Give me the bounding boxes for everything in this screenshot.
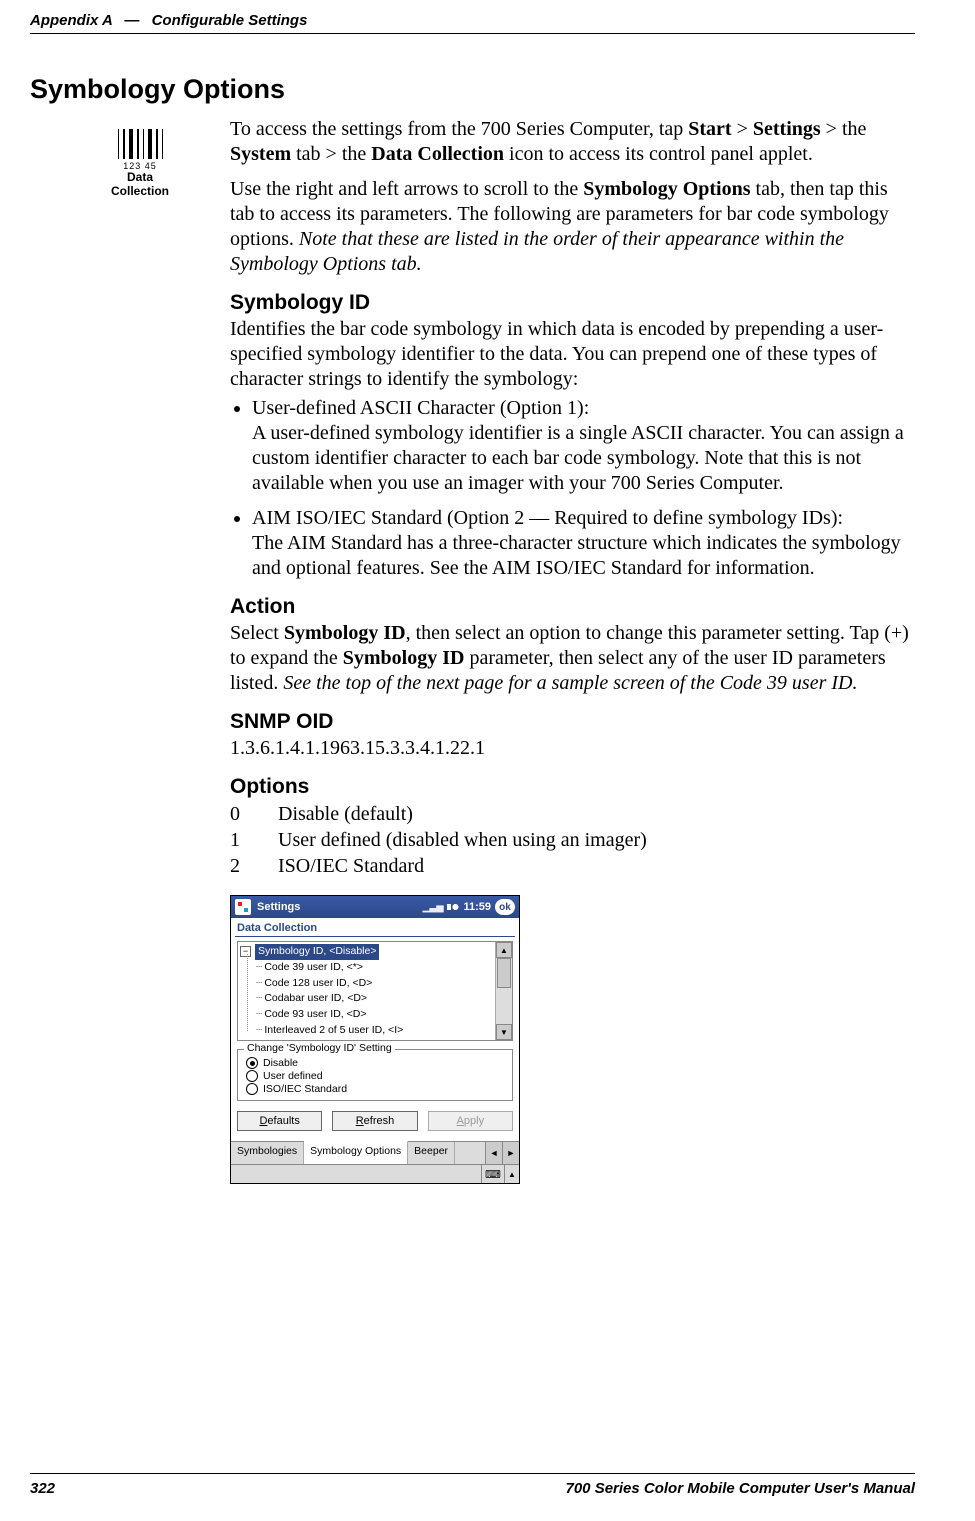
pda-divider	[235, 936, 515, 937]
appendix-label: Appendix A	[30, 12, 112, 29]
button-row: Defaults Refresh Apply	[231, 1107, 519, 1141]
options-heading: Options	[230, 775, 915, 799]
setting-groupbox: Change 'Symbology ID' Setting Disable Us…	[237, 1049, 513, 1101]
head-rule	[30, 33, 915, 34]
speaker-icon[interactable]	[447, 901, 459, 913]
radio-isoiec[interactable]: ISO/IEC Standard	[246, 1083, 504, 1095]
vertical-scrollbar[interactable]: ▲ ▼	[495, 942, 512, 1040]
tree-content[interactable]: − Symbology ID, <Disable> ┄Code 39 user …	[238, 942, 495, 1040]
tab-scroll: ◄ ►	[485, 1142, 519, 1164]
sip-bar: ⌨ ▲	[231, 1164, 519, 1183]
tree-view: − Symbology ID, <Disable> ┄Code 39 user …	[237, 941, 513, 1041]
snmp-value: 1.3.6.1.4.1.1963.15.3.3.4.1.22.1	[230, 736, 915, 761]
ok-button[interactable]: ok	[495, 899, 515, 915]
radio-user-defined[interactable]: User defined	[246, 1070, 504, 1082]
page-footer: 322 700 Series Color Mobile Computer Use…	[30, 1473, 915, 1497]
action-para: Select Symbology ID, then select an opti…	[230, 621, 915, 696]
page-number: 322	[30, 1480, 55, 1497]
keyboard-icon[interactable]: ⌨	[481, 1165, 504, 1183]
options-table: 0 Disable (default) 1 User defined (disa…	[230, 801, 915, 879]
clock: 11:59	[463, 901, 491, 913]
icon-label-1: Data	[100, 171, 180, 185]
barcode-icon	[113, 125, 167, 159]
tree-item[interactable]: ┄Code 93 user ID, <D>	[256, 1007, 495, 1023]
pda-subtitle: Data Collection	[231, 918, 519, 936]
tab-scroll-right[interactable]: ►	[502, 1142, 519, 1164]
snmp-heading: SNMP OID	[230, 710, 915, 734]
defaults-button[interactable]: Defaults	[237, 1111, 322, 1131]
symbology-id-heading: Symbology ID	[230, 291, 915, 315]
pda-screenshot: Settings ▁▃▅ 11:59 ok Data Collection − …	[230, 895, 520, 1184]
option-row-2: 2 ISO/IEC Standard	[230, 853, 915, 879]
tree-item[interactable]: ┄Code 128 user ID, <D>	[256, 976, 495, 992]
symbology-id-para: Identifies the bar code symbology in whi…	[230, 317, 915, 392]
scroll-up-button[interactable]: ▲	[496, 942, 512, 958]
page-title: Symbology Options	[30, 74, 915, 105]
radio-disable[interactable]: Disable	[246, 1057, 504, 1069]
sip-up-icon[interactable]: ▲	[504, 1165, 519, 1183]
manual-title: 700 Series Color Mobile Computer User's …	[566, 1480, 916, 1497]
radio-icon[interactable]	[246, 1083, 258, 1095]
tree-item[interactable]: ┄Code 39 user ID, <*>	[256, 960, 495, 976]
tree-root-label[interactable]: Symbology ID, <Disable>	[255, 944, 379, 960]
bullet-aim-standard: AIM ISO/IEC Standard (Option 2 — Require…	[252, 506, 915, 581]
scroll-down-button[interactable]: ▼	[496, 1024, 512, 1040]
pda-title: Settings	[257, 901, 300, 913]
tab-symbologies[interactable]: Symbologies	[231, 1142, 304, 1164]
intro-para-1: To access the settings from the 700 Seri…	[230, 117, 915, 167]
group-legend: Change 'Symbology ID' Setting	[244, 1042, 395, 1054]
data-collection-icon-block: 123 45 Data Collection	[100, 125, 180, 199]
start-flag-icon[interactable]	[235, 899, 251, 915]
signal-icon: ▁▃▅	[423, 902, 444, 913]
chapter-title: Configurable Settings	[152, 12, 308, 29]
tree-item[interactable]: ┄Codabar user ID, <D>	[256, 991, 495, 1007]
tree-children: ┄Code 39 user ID, <*> ┄Code 128 user ID,…	[256, 960, 495, 1039]
tab-symbology-options[interactable]: Symbology Options	[304, 1141, 408, 1164]
intro-para-2: Use the right and left arrows to scroll …	[230, 177, 915, 277]
bullet-user-defined: User-defined ASCII Character (Option 1):…	[252, 396, 915, 496]
tab-beeper[interactable]: Beeper	[408, 1142, 455, 1164]
running-head: Appendix A — Configurable Settings	[30, 0, 915, 29]
pda-titlebar: Settings ▁▃▅ 11:59 ok	[231, 896, 519, 918]
radio-icon[interactable]	[246, 1070, 258, 1082]
refresh-button[interactable]: Refresh	[332, 1111, 417, 1131]
scroll-thumb[interactable]	[497, 958, 511, 988]
apply-button: Apply	[428, 1111, 513, 1131]
icon-label-2: Collection	[100, 185, 180, 199]
running-head-sep: —	[124, 12, 139, 29]
scroll-track[interactable]	[496, 958, 512, 1024]
tab-scroll-left[interactable]: ◄	[485, 1142, 502, 1164]
option-row-0: 0 Disable (default)	[230, 801, 915, 827]
tab-strip: Symbologies Symbology Options Beeper ◄ ►	[231, 1141, 519, 1164]
option-row-1: 1 User defined (disabled when using an i…	[230, 827, 915, 853]
collapse-icon[interactable]: −	[240, 946, 251, 957]
symbology-bullets: User-defined ASCII Character (Option 1):…	[230, 396, 915, 581]
action-heading: Action	[230, 595, 915, 619]
radio-icon[interactable]	[246, 1057, 258, 1069]
tree-root[interactable]: − Symbology ID, <Disable>	[240, 944, 495, 960]
tree-item[interactable]: ┄Interleaved 2 of 5 user ID, <I>	[256, 1023, 495, 1039]
